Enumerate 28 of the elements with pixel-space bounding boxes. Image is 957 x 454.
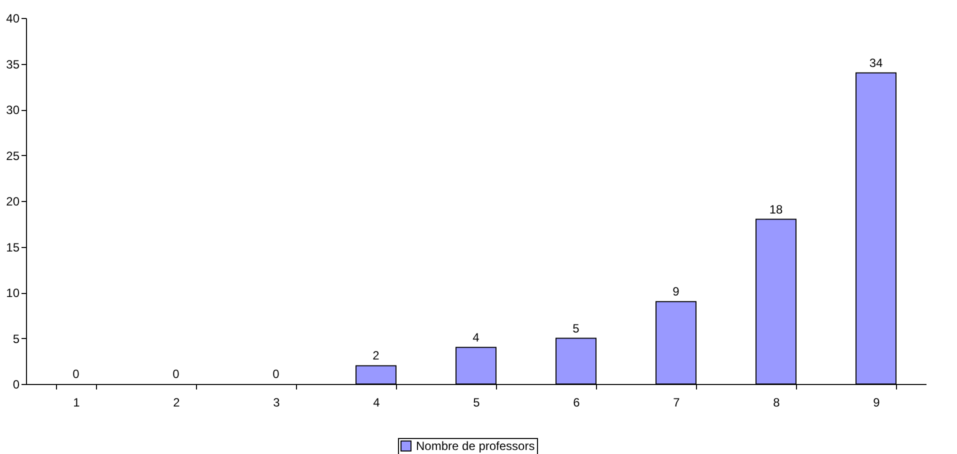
y-tick-label: 25 — [6, 148, 20, 163]
x-tick-label: 9 — [873, 396, 880, 410]
x-tick-label: 7 — [673, 396, 680, 410]
y-tick-label: 15 — [6, 240, 20, 254]
y-tick-label: 20 — [6, 194, 20, 208]
x-tick-label: 8 — [773, 396, 780, 410]
data-label: 0 — [172, 367, 180, 381]
y-tick-label: 10 — [6, 286, 20, 300]
data-label: 5 — [572, 321, 580, 336]
x-tick-label: 4 — [373, 396, 380, 410]
data-label: 9 — [672, 284, 680, 299]
data-label: 0 — [272, 367, 280, 381]
x-tick-label: 1 — [73, 396, 80, 410]
data-label: 0 — [72, 367, 80, 381]
data-label: 4 — [472, 330, 480, 344]
data-label: 34 — [869, 56, 883, 70]
x-tick-label: 6 — [573, 396, 580, 410]
x-tick-label: 2 — [173, 396, 180, 410]
y-tick-label: 35 — [6, 57, 20, 72]
y-tick-label: 5 — [12, 332, 20, 346]
x-tick-label: 5 — [473, 396, 480, 410]
data-label: 18 — [769, 202, 783, 216]
data-label: 2 — [372, 348, 380, 363]
y-tick-label: 40 — [6, 12, 20, 26]
legend-label: Nombre de professors — [416, 439, 535, 453]
y-tick-label: 30 — [6, 103, 20, 117]
x-tick-label: 3 — [273, 396, 280, 410]
y-tick-label: 0 — [12, 378, 20, 392]
